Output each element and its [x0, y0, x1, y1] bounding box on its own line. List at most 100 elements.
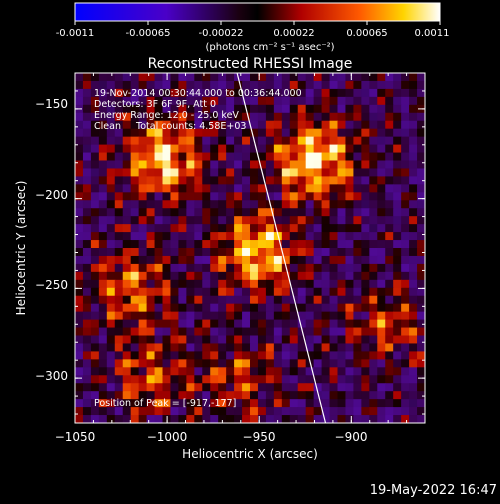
heatmap-cell: [146, 80, 156, 90]
heatmap-cell: [289, 287, 299, 297]
heatmap-cell: [257, 216, 267, 225]
heatmap-cell: [273, 240, 283, 249]
heatmap-cell: [75, 255, 84, 265]
annotation-time-range: 19-Nov-2014 00:30:44.000 to 00:36:44.000: [94, 88, 302, 99]
heatmap-cell: [401, 224, 410, 233]
heatmap-cell: [82, 295, 92, 305]
heatmap-cell: [250, 200, 259, 209]
heatmap-cell: [178, 88, 187, 98]
heatmap-cell: [385, 112, 394, 122]
heatmap-cell: [265, 351, 275, 360]
heatmap-cell: [138, 96, 148, 106]
heatmap-cell: [162, 200, 172, 209]
heatmap-cell: [321, 240, 331, 249]
heatmap-cell: [417, 248, 425, 257]
heatmap-cell: [154, 367, 164, 376]
heatmap-cell: [226, 192, 235, 201]
heatmap-cell: [377, 295, 386, 305]
heatmap-cell: [186, 152, 195, 162]
heatmap-cell: [305, 200, 315, 209]
heatmap-cell: [353, 375, 362, 384]
heatmap-cell: [361, 128, 370, 138]
heatmap-cell: [281, 73, 291, 82]
heatmap-cell: [138, 335, 148, 345]
heatmap-cell: [321, 383, 331, 392]
heatmap-cell: [106, 224, 116, 233]
heatmap-cell: [257, 343, 267, 352]
heatmap-cell: [186, 96, 195, 106]
heatmap-cell: [385, 224, 394, 233]
heatmap-cell: [186, 200, 195, 209]
heatmap-cell: [106, 279, 116, 289]
heatmap-cell: [75, 295, 84, 305]
heatmap-cell: [393, 232, 402, 241]
heatmap-cell: [257, 104, 267, 114]
heatmap-cell: [162, 96, 172, 106]
heatmap-cell: [210, 128, 219, 138]
heatmap-cell: [393, 216, 402, 225]
heatmap-cell: [281, 279, 291, 289]
heatmap-cell: [393, 128, 402, 138]
heatmap-cell: [98, 383, 108, 392]
heatmap-cell: [257, 359, 267, 368]
heatmap-cell: [242, 120, 251, 130]
heatmap-cell: [409, 335, 418, 345]
heatmap-cell: [82, 80, 92, 90]
heatmap-cell: [289, 351, 299, 360]
heatmap-cell: [369, 104, 378, 114]
heatmap-cell: [321, 200, 331, 209]
heatmap-cell: [146, 359, 156, 368]
heatmap-cell: [305, 279, 315, 289]
heatmap-cell: [297, 160, 307, 170]
heatmap-cell: [409, 311, 418, 321]
heatmap-cell: [194, 375, 203, 384]
heatmap-cell: [218, 112, 227, 122]
heatmap-cell: [210, 335, 219, 345]
heatmap-cell: [75, 176, 84, 185]
heatmap-cell: [114, 359, 124, 368]
heatmap-cell: [202, 200, 211, 209]
heatmap-cell: [122, 192, 132, 201]
heatmap-cell: [186, 415, 195, 423]
heatmap-cell: [75, 96, 84, 106]
heatmap-cell: [82, 96, 92, 106]
solar-limb-line: [236, 73, 327, 423]
heatmap-cell: [305, 383, 315, 392]
heatmap-cell: [98, 311, 108, 321]
heatmap-cell: [138, 80, 148, 90]
heatmap-cell: [186, 232, 195, 241]
heatmap-cell: [321, 271, 331, 281]
heatmap-cell: [130, 208, 140, 217]
heatmap-cell: [353, 263, 362, 273]
heatmap-cell: [130, 287, 140, 297]
heatmap-cell: [361, 96, 370, 106]
heatmap-cell: [353, 216, 362, 225]
heatmap-cell: [130, 327, 140, 337]
heatmap-cell: [138, 112, 148, 122]
heatmap-cell: [345, 407, 354, 416]
heatmap-cell: [297, 104, 307, 114]
heatmap-cell: [194, 399, 203, 408]
heatmap-cell: [75, 391, 84, 400]
heatmap-cell: [273, 343, 283, 352]
heatmap-cell: [210, 240, 219, 249]
heatmap-cell: [75, 208, 84, 217]
heatmap-cell: [218, 144, 227, 154]
heatmap-cell: [289, 407, 299, 416]
heatmap-cell: [202, 391, 211, 400]
heatmap-cell: [106, 144, 116, 154]
heatmap-cell: [98, 303, 108, 313]
heatmap-cell: [170, 240, 179, 249]
heatmap-cell: [226, 232, 235, 241]
heatmap-cell: [297, 295, 307, 305]
heatmap-cell: [242, 176, 251, 185]
heatmap-cell: [257, 232, 267, 241]
heatmap-cell: [265, 279, 275, 289]
heatmap-cell: [321, 391, 331, 400]
heatmap-cell: [194, 415, 203, 423]
heatmap-cell: [130, 343, 140, 352]
heatmap-cell: [297, 271, 307, 281]
heatmap-cell: [106, 216, 116, 225]
heatmap-cell: [377, 383, 386, 392]
